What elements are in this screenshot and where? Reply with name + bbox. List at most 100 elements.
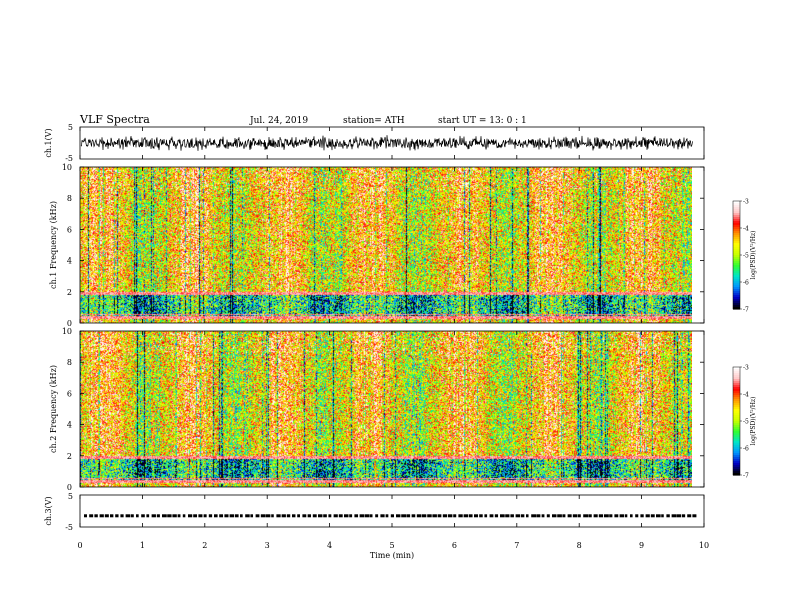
colorbar-segment (733, 273, 740, 276)
colorbar-segment (733, 439, 740, 442)
colorbar-segment (733, 397, 740, 400)
colorbar-segment (733, 275, 740, 278)
colorbar-segment (733, 287, 740, 290)
colorbar-segment (733, 271, 740, 274)
colorbar-segment (733, 221, 740, 224)
ch3-waveform-frame (79, 494, 705, 528)
colorbar-segment (733, 425, 740, 428)
colorbar-segment (733, 415, 740, 418)
start-time-label: start UT = 13: 0 : 1 (438, 116, 527, 126)
colorbar-segment (733, 447, 740, 450)
colorbar-segment (733, 391, 740, 394)
colorbar-segment (733, 403, 740, 406)
ch2-spectrogram-panel: 10 8 6 4 2 0 ch.2 Frequency (kHz) -3 -4 -5 -6 -7 l… (49, 327, 757, 492)
figure-title: VLF Spectra (79, 113, 150, 126)
x-tick-label: 0 (77, 541, 82, 550)
colorbar-segment (733, 429, 740, 432)
ch1-waveform-panel: 5 -5 ch.1(V) (44, 123, 705, 163)
colorbar-segment (733, 279, 740, 282)
colorbar-tick-label: -5 (743, 253, 749, 260)
colorbar-segment (733, 249, 740, 252)
colorbar-segment (733, 457, 740, 460)
colorbar-segment (733, 393, 740, 396)
time-axis-ticks: 0 1 2 3 4 5 6 7 8 9 10 (77, 127, 709, 550)
ch3-waveform-ylabel: ch.3(V) (44, 496, 53, 525)
colorbar-segment (733, 449, 740, 452)
x-tick-label: 10 (699, 541, 709, 550)
x-tick-label: 8 (577, 541, 582, 550)
colorbar-segment (733, 401, 740, 404)
y-tick-label: 6 (67, 225, 72, 234)
ch1-ytick-bottom: -5 (65, 154, 73, 163)
y-tick-label: 0 (67, 319, 72, 328)
colorbar-segment (733, 267, 740, 270)
colorbar-tick-label: -6 (743, 280, 749, 287)
colorbar-segment (733, 285, 740, 288)
colorbar-segment (733, 451, 740, 454)
colorbar-segment (733, 231, 740, 234)
x-tick-label: 3 (265, 541, 270, 550)
colorbar-segment (733, 295, 740, 298)
colorbar-segment (733, 291, 740, 294)
colorbar-segment (733, 265, 740, 268)
colorbar-segment (733, 395, 740, 398)
y-tick-label: 8 (67, 194, 72, 203)
colorbar-segment (733, 239, 740, 242)
colorbar-segment (733, 303, 740, 306)
y-tick-label: 6 (67, 389, 72, 398)
colorbar-segment (733, 269, 740, 272)
colorbar-segment (733, 229, 740, 232)
colorbar-label: log(PSD)(V²/Hz) (750, 231, 757, 280)
colorbar-segment (733, 255, 740, 258)
colorbar-segment (733, 453, 740, 456)
colorbar-segment (733, 379, 740, 382)
ch1-waveform-trace (80, 135, 693, 151)
colorbar-segment (733, 431, 740, 434)
colorbar-segment (733, 215, 740, 218)
colorbar-segment (733, 443, 740, 446)
x-tick-label: 5 (389, 541, 394, 550)
colorbar-segment (733, 373, 740, 376)
colorbar-segment (733, 383, 740, 386)
colorbar-segment (733, 407, 740, 410)
y-tick-label: 10 (62, 163, 72, 172)
colorbar-segment (733, 427, 740, 430)
colorbar-segment (733, 371, 740, 374)
y-tick-label: 4 (67, 421, 72, 430)
ch2-spectrogram-yticks: 10 8 6 4 2 0 (62, 327, 704, 492)
colorbar-segment (733, 305, 740, 308)
colorbar-segment (733, 417, 740, 420)
colorbar-segment (733, 375, 740, 378)
header: VLF Spectra Jul. 24, 2019 station= ATH s… (79, 113, 527, 126)
x-tick-label: 9 (639, 541, 644, 550)
colorbar-segment (733, 455, 740, 458)
colorbar-tick-label: -7 (743, 473, 749, 480)
colorbar-segment (733, 205, 740, 208)
colorbar-segment (733, 433, 740, 436)
colorbar-segment (733, 277, 740, 280)
colorbar-segment (733, 293, 740, 296)
ch1-ytick-top: 5 (68, 123, 73, 132)
colorbar-segment (733, 387, 740, 390)
colorbar-segment (733, 283, 740, 286)
x-tick-label: 4 (327, 541, 332, 550)
y-tick-label: 4 (67, 257, 72, 266)
colorbar-segment (733, 213, 740, 216)
y-tick-label: 2 (67, 452, 72, 461)
colorbar-tick-label: -4 (743, 226, 749, 233)
colorbar-segment (733, 297, 740, 300)
colorbar-segment (733, 201, 740, 204)
colorbar-segment (733, 237, 740, 240)
colorbar-segment (733, 473, 740, 476)
date-label: Jul. 24, 2019 (249, 116, 308, 126)
colorbar-segment (733, 247, 740, 250)
colorbar-segment (733, 413, 740, 416)
x-tick-label: 1 (140, 541, 145, 550)
y-tick-label: 10 (62, 327, 72, 336)
colorbar-segment (733, 211, 740, 214)
ch1-waveform-ylabel: ch.1(V) (44, 128, 53, 157)
colorbar-segment (733, 463, 740, 466)
colorbar-segment (733, 219, 740, 222)
ch1-spectrogram-image (80, 167, 692, 323)
ch2-spectrogram-ylabel: ch.2 Frequency (kHz) (49, 365, 58, 453)
